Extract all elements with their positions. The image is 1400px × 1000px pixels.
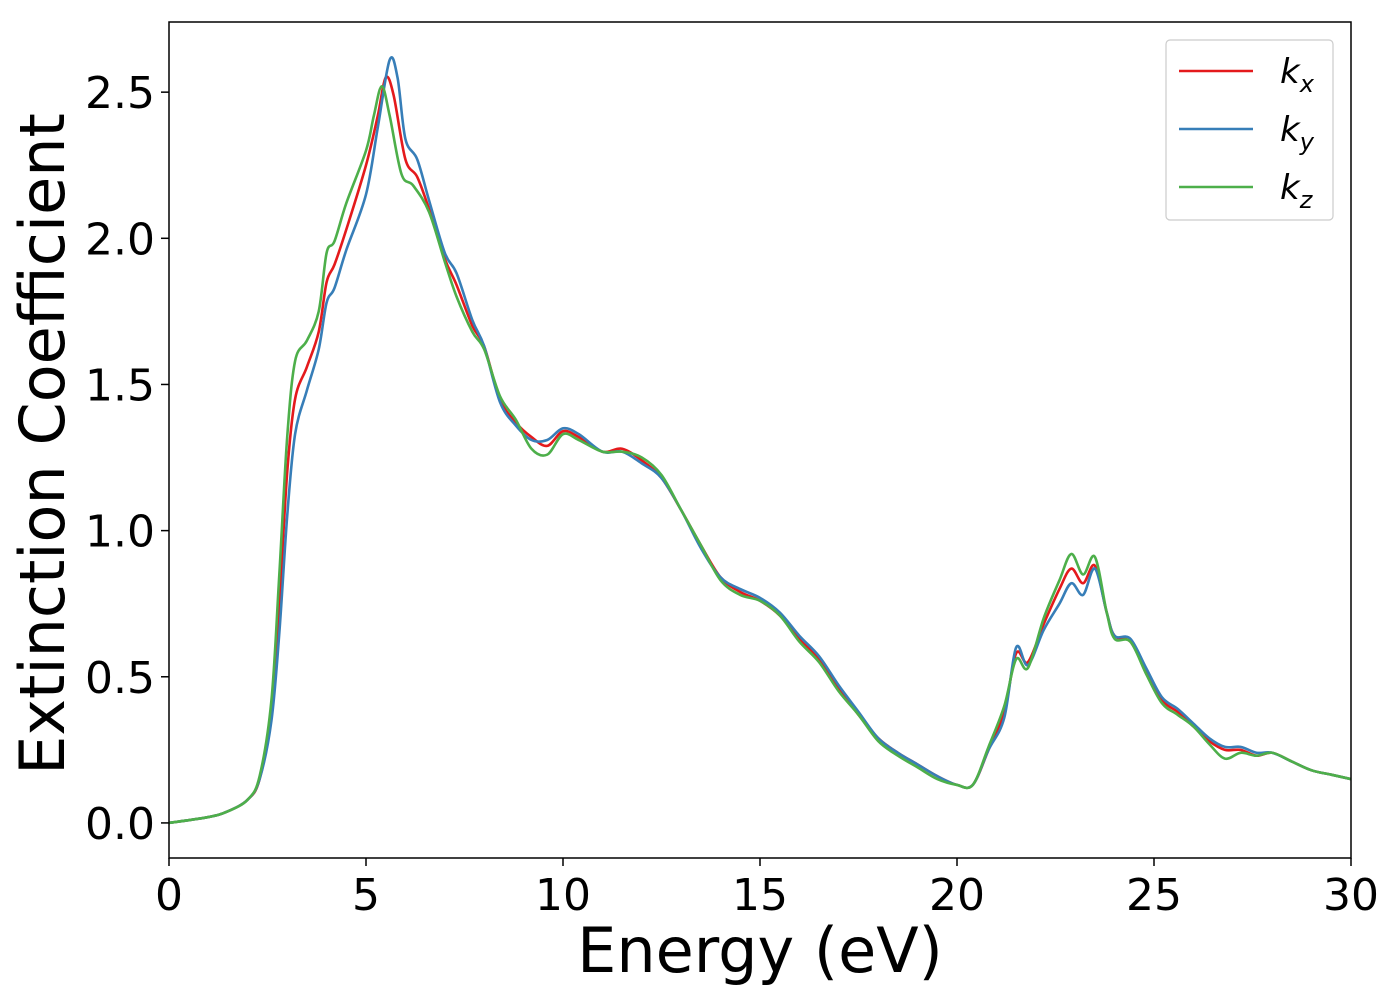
legend-label-main: k (1280, 110, 1301, 150)
legend-label: ky (1280, 110, 1315, 156)
x-tick-label: 15 (732, 870, 788, 921)
legend-label-subscript: x (1299, 70, 1315, 98)
x-tick-label: 25 (1126, 870, 1182, 921)
y-tick-label: 2.0 (85, 214, 155, 265)
legend-label-main: k (1280, 168, 1301, 208)
y-tick-label: 1.5 (85, 360, 155, 411)
y-axis-title: Extinction Coefficient (6, 113, 79, 775)
y-tick-label: 2.5 (85, 68, 155, 119)
axis-ticks: 0 5 10 15 20 25 30 0.0 0.5 1.0 1.5 2.0 2.5 (85, 68, 1379, 921)
x-axis-title: Energy (eV) (577, 914, 943, 987)
legend-label-subscript: z (1299, 186, 1314, 214)
y-tick-label: 0.0 (85, 799, 155, 850)
x-tick-label: 5 (352, 870, 380, 921)
x-tick-label: 20 (929, 870, 985, 921)
series-lines (169, 56, 1351, 825)
legend-label-main: k (1280, 52, 1301, 92)
legend-label: kx (1280, 52, 1315, 98)
series-line-kz (169, 85, 1351, 825)
series-line-ky (169, 56, 1351, 825)
y-tick-label: 0.5 (85, 653, 155, 704)
x-tick-label: 0 (155, 870, 183, 921)
x-tick-label: 30 (1323, 870, 1379, 921)
legend-label-subscript: y (1299, 128, 1315, 156)
x-tick-label: 10 (535, 870, 591, 921)
legend-label: kz (1280, 168, 1314, 214)
y-tick-label: 1.0 (85, 507, 155, 558)
